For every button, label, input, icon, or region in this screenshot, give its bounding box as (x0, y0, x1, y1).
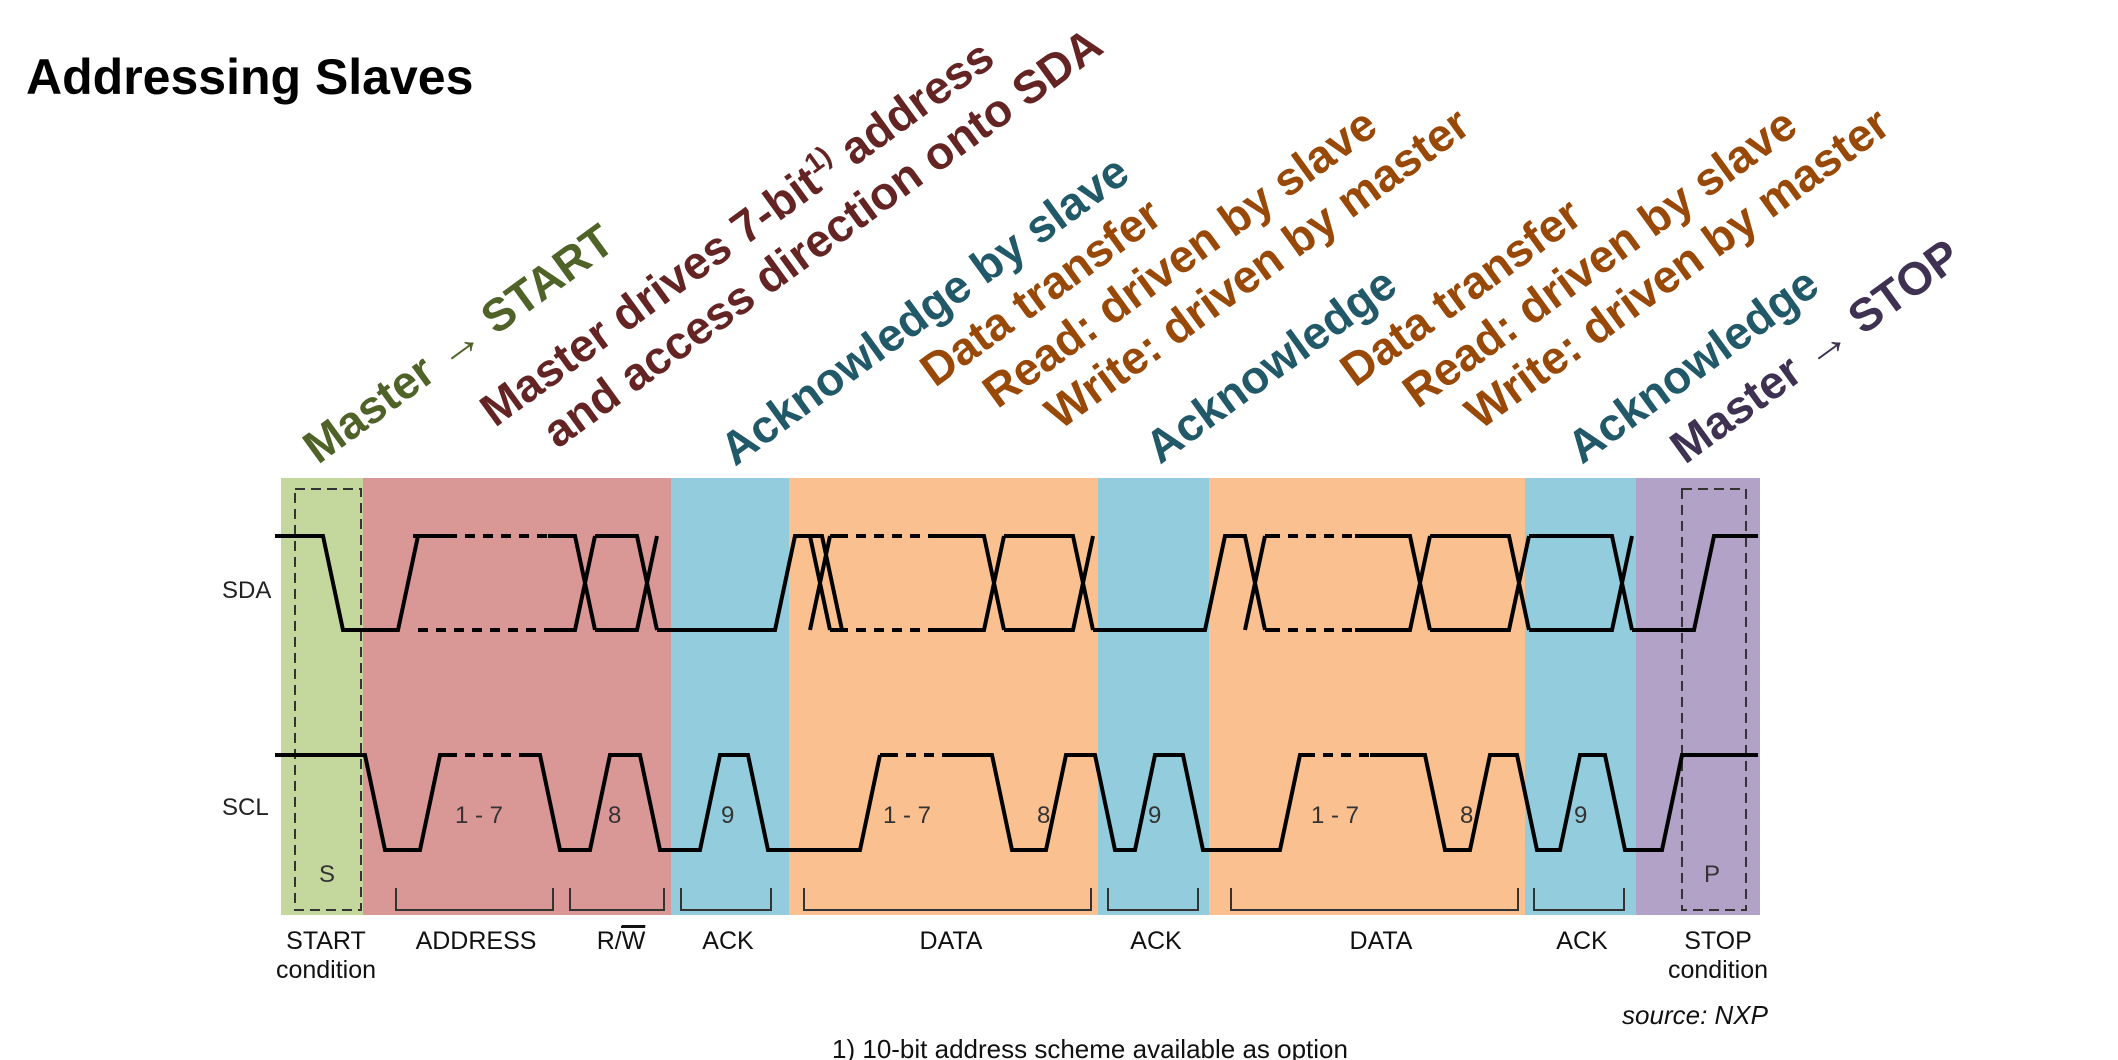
page-title: Addressing Slaves (26, 49, 474, 105)
data1-bracket (803, 888, 1092, 911)
stop-region (1636, 478, 1760, 915)
data2-bit8-label: 8 (1460, 802, 1473, 829)
stop-condition-line2: condition (1668, 956, 1768, 984)
ack2-label: ACK (1130, 927, 1182, 955)
data2-bits-label: 1 - 7 (1311, 802, 1359, 829)
rw-bit-label: 8 (608, 802, 621, 829)
address-annotation-line1: Master drives 7-bit1) address (470, 28, 1003, 436)
data2-bracket (1230, 888, 1519, 911)
stop-condition-line1: STOP (1684, 927, 1752, 955)
start-s-label: S (319, 861, 335, 888)
data1-bits-label: 1 - 7 (883, 802, 931, 829)
start-condition-line2: condition (276, 956, 376, 984)
footnote: 1) 10-bit address scheme available as op… (832, 1034, 1348, 1060)
data1-bit8-label: 8 (1037, 802, 1050, 829)
ack3-region (1525, 478, 1636, 915)
address-bracket (395, 888, 554, 911)
sda-waveform (275, 534, 1758, 632)
address-label: ADDRESS (416, 927, 537, 955)
start-condition-box (294, 488, 362, 911)
sda-data1-gap (838, 534, 928, 632)
ack2-region (1098, 478, 1209, 915)
ack2-bit-label: 9 (1148, 802, 1161, 829)
ack1-bit-label: 9 (721, 802, 734, 829)
rw-label-r: R/ (597, 927, 622, 955)
ack3-bracket (1533, 888, 1625, 911)
stop-p-label: P (1704, 861, 1720, 888)
data1-label: DATA (920, 927, 983, 955)
sda-data2-gap (1270, 534, 1355, 632)
sda-label: SDA (222, 577, 271, 604)
ack2-bracket (1107, 888, 1199, 911)
rw-label: R/W (597, 927, 646, 955)
scl-label: SCL (222, 794, 269, 821)
ack3-bit-label: 9 (1574, 802, 1587, 829)
rw-label-w: W (622, 927, 646, 955)
ack1-label: ACK (702, 927, 754, 955)
start-region (281, 478, 363, 915)
data2-label: DATA (1350, 927, 1413, 955)
address-bits-label: 1 - 7 (455, 802, 503, 829)
ack1-region (671, 478, 789, 915)
sda-address-gap (418, 534, 548, 632)
stop-condition-box (1681, 488, 1747, 911)
source-note: source: NXP (1622, 1000, 1769, 1030)
start-condition-line1: START (286, 927, 366, 955)
ack3-label: ACK (1556, 927, 1608, 955)
ack1-bracket (680, 888, 772, 911)
rw-bracket (569, 888, 665, 911)
scl-waveform (275, 753, 1758, 852)
